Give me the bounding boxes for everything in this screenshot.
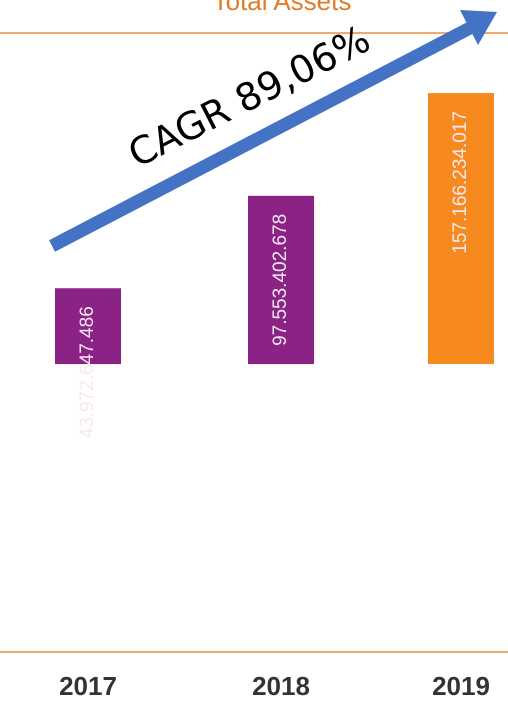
- x-tick-label: 2019: [432, 671, 490, 701]
- x-tick-label: 2018: [252, 671, 310, 701]
- chart-title: Total Assets: [213, 0, 352, 16]
- bar: [55, 288, 121, 365]
- value-label: 97.553.402.678: [270, 214, 291, 346]
- x-tick-label: 2017: [59, 671, 117, 701]
- bar: [428, 93, 494, 365]
- bar: [248, 195, 314, 365]
- trend-arrow-head: [460, 10, 497, 45]
- value-label: 43.972.647.486: [77, 306, 98, 438]
- value-label: 157.166.234.017: [450, 111, 471, 254]
- bars: 43.972.647.486 2017 97.553.402.678 2018 157.…: [55, 93, 494, 701]
- trend-arrow-shaft: [48, 22, 474, 252]
